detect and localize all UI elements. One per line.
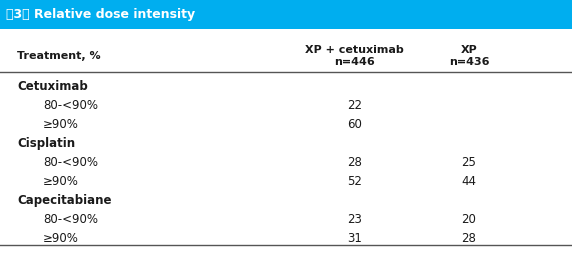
Text: 80-<90%: 80-<90% <box>43 213 98 226</box>
Text: 52: 52 <box>347 175 362 188</box>
Text: XP + cetuximab
n=446: XP + cetuximab n=446 <box>305 45 404 67</box>
Text: 23: 23 <box>347 213 362 226</box>
Text: 㒁3： Relative dose intensity: 㒁3： Relative dose intensity <box>6 8 195 21</box>
Text: 80-<90%: 80-<90% <box>43 99 98 112</box>
Text: ≥90%: ≥90% <box>43 175 79 188</box>
Text: 80-<90%: 80-<90% <box>43 156 98 169</box>
Text: ≥90%: ≥90% <box>43 118 79 131</box>
Text: 28: 28 <box>347 156 362 169</box>
Text: Treatment, %: Treatment, % <box>17 51 101 61</box>
Text: Capecitabiane: Capecitabiane <box>17 194 112 207</box>
FancyBboxPatch shape <box>0 0 572 29</box>
Text: 60: 60 <box>347 118 362 131</box>
Text: 28: 28 <box>462 232 476 245</box>
Text: XP
n=436: XP n=436 <box>449 45 489 67</box>
Text: Cetuximab: Cetuximab <box>17 80 88 93</box>
Text: 25: 25 <box>462 156 476 169</box>
Text: 22: 22 <box>347 99 362 112</box>
Text: 20: 20 <box>462 213 476 226</box>
Text: ≥90%: ≥90% <box>43 232 79 245</box>
Text: 44: 44 <box>462 175 476 188</box>
Text: Cisplatin: Cisplatin <box>17 137 76 150</box>
Text: 31: 31 <box>347 232 362 245</box>
